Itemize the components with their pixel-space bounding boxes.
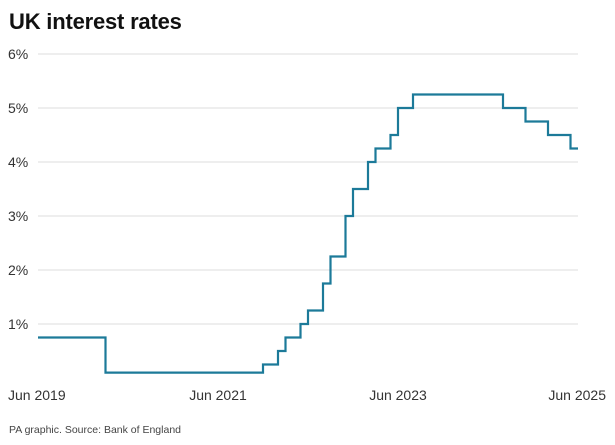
y-tick-label: 3% (8, 208, 28, 224)
source-note: PA graphic. Source: Bank of England (9, 424, 181, 436)
chart-title: UK interest rates (9, 9, 182, 34)
y-tick-label: 4% (8, 154, 28, 170)
y-axis-tick-labels: 1% 2% 3% 4% 5% 6% (8, 46, 28, 332)
y-tick-label: 6% (8, 46, 28, 62)
x-tick-label: Jun 2025 (548, 387, 606, 403)
series-layer (38, 93, 578, 374)
y-tick-label: 1% (8, 316, 28, 332)
y-tick-label: 5% (8, 100, 28, 116)
x-tick-label: Jun 2019 (8, 387, 66, 403)
series-line-bank-rate (38, 93, 578, 374)
x-tick-label: Jun 2023 (369, 387, 427, 403)
x-tick-label: Jun 2021 (189, 387, 247, 403)
x-axis-tick-labels: Jun 2019 Jun 2021 Jun 2023 Jun 2025 (8, 387, 606, 403)
gridlines (38, 53, 578, 325)
y-tick-label: 2% (8, 262, 28, 278)
